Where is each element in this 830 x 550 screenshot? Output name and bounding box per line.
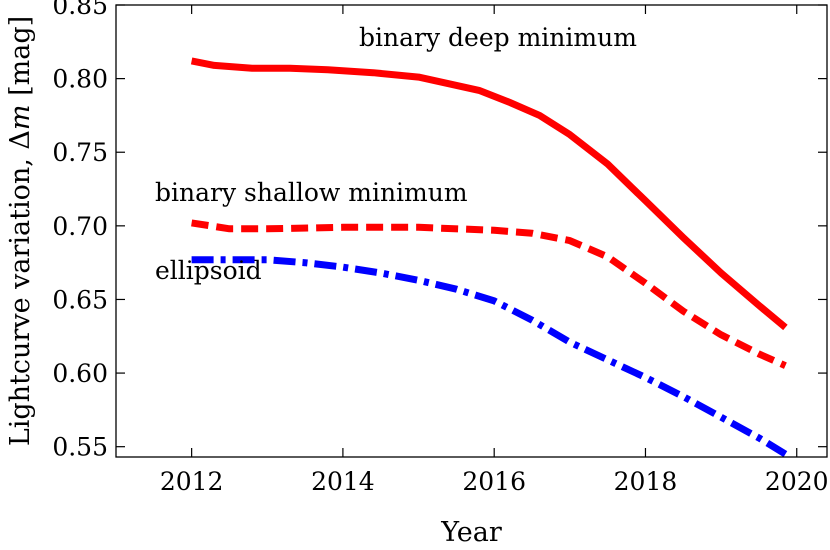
series-line-ellipsoid xyxy=(191,256,788,458)
series-annotations: binary deep minimum binary shallow minimu… xyxy=(155,23,637,285)
y-tick-label: 0.60 xyxy=(52,359,108,388)
y-tick-label: 0.55 xyxy=(52,433,108,462)
plot-frame xyxy=(115,4,828,458)
x-tick-label: 2020 xyxy=(765,467,829,496)
axis-ticks xyxy=(116,4,827,457)
series-annotation: ellipsoid xyxy=(155,256,262,285)
x-tick-label: 2014 xyxy=(311,467,375,496)
x-tick-label: 2012 xyxy=(160,467,224,496)
series-line-binary-shallow-minimum xyxy=(191,219,787,369)
y-tick-label: 0.85 xyxy=(52,0,108,20)
y-tick-label: 0.70 xyxy=(52,212,108,241)
y-axis-label-unit: [mag] xyxy=(5,16,36,105)
y-tick-label: 0.80 xyxy=(52,65,108,94)
series-annotation: binary shallow minimum xyxy=(155,178,468,207)
x-tick-labels: 2012 2014 2016 2018 2020 xyxy=(160,467,829,496)
series-lines xyxy=(190,57,788,458)
y-tick-label: 0.65 xyxy=(52,285,108,314)
y-axis-label-variable: m xyxy=(5,104,36,130)
y-tick-labels: 0.55 0.60 0.65 0.70 0.75 0.80 0.85 xyxy=(52,0,108,462)
series-annotation: binary deep minimum xyxy=(359,23,637,52)
y-axis-label: Lightcurve variation, Δm [mag] xyxy=(5,16,36,446)
x-tick-label: 2016 xyxy=(462,467,526,496)
y-tick-label: 0.75 xyxy=(52,138,108,167)
series-line-binary-deep-minimum xyxy=(190,57,788,331)
x-axis-label: Year xyxy=(440,517,502,548)
y-axis-label-prefix: Lightcurve variation, Δ xyxy=(5,130,36,446)
x-tick-label: 2018 xyxy=(614,467,678,496)
